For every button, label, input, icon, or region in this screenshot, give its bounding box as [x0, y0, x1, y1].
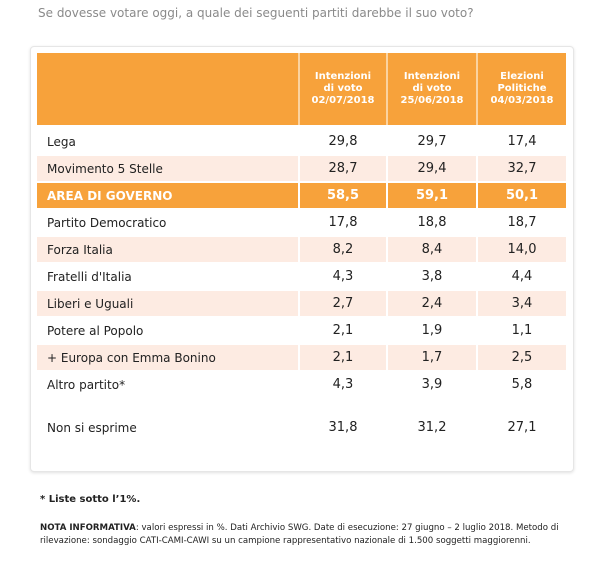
value-cell: 59,1 — [388, 183, 478, 210]
non-si-esprime-row: Non si esprime 31,8 31,2 27,1 — [37, 415, 566, 442]
value-cell: 28,7 — [300, 156, 388, 183]
party-row: Movimento 5 Stelle 28,7 29,4 32,7 — [37, 156, 566, 183]
party-label: Altro partito* — [37, 372, 300, 399]
value-cell: 29,7 — [388, 129, 478, 156]
header-blank-cell — [37, 53, 300, 125]
value-cell: 8,2 — [300, 237, 388, 264]
value-cell: 17,8 — [300, 210, 388, 237]
party-label: Non si esprime — [37, 415, 300, 442]
column-header-line: 04/03/2018 — [490, 95, 554, 106]
value-cell: 2,7 — [300, 291, 388, 318]
gap-cell — [300, 442, 388, 450]
value-cell: 18,8 — [388, 210, 478, 237]
party-label: + Europa con Emma Bonino — [37, 345, 300, 372]
column-header-line: 25/06/2018 — [400, 95, 464, 106]
value-cell: 58,5 — [300, 183, 388, 210]
poll-table: Intenzioni di voto 02/07/2018 Intenzioni di … — [37, 53, 566, 450]
column-header-line: Elezioni — [500, 71, 544, 82]
gap-cell — [37, 442, 300, 450]
party-row: Fratelli d'Italia 4,3 3,8 4,4 — [37, 264, 566, 291]
gap-cell — [388, 399, 478, 415]
gap-cell — [300, 125, 388, 129]
gap-cell — [478, 125, 566, 129]
value-cell: 4,3 — [300, 264, 388, 291]
value-cell: 3,9 — [388, 372, 478, 399]
party-label: Liberi e Uguali — [37, 291, 300, 318]
value-cell: 5,8 — [478, 372, 566, 399]
column-header-1: Intenzioni di voto 02/07/2018 — [300, 53, 388, 125]
highlight-row: AREA DI GOVERNO 58,5 59,1 50,1 — [37, 183, 566, 210]
gap-cell — [300, 399, 388, 415]
nota-label: NOTA INFORMATIVA — [40, 523, 136, 533]
value-cell: 3,8 — [388, 264, 478, 291]
value-cell: 14,0 — [478, 237, 566, 264]
value-cell: 17,4 — [478, 129, 566, 156]
value-cell: 27,1 — [478, 415, 566, 442]
column-header-3: Elezioni Politiche 04/03/2018 — [478, 53, 566, 125]
party-label: Potere al Popolo — [37, 318, 300, 345]
gap-cell — [37, 125, 300, 129]
column-header-line: 02/07/2018 — [311, 95, 375, 106]
poll-table-frame: Intenzioni di voto 02/07/2018 Intenzioni di … — [30, 46, 574, 472]
party-label: AREA DI GOVERNO — [37, 183, 300, 210]
value-cell: 1,7 — [388, 345, 478, 372]
gap-cell — [37, 399, 300, 415]
value-cell: 1,9 — [388, 318, 478, 345]
header-gap-row — [37, 125, 566, 129]
gap-cell — [388, 125, 478, 129]
value-cell: 32,7 — [478, 156, 566, 183]
party-row: Altro partito* 4,3 3,9 5,8 — [37, 372, 566, 399]
column-header-line: di voto — [412, 83, 452, 94]
value-cell: 4,3 — [300, 372, 388, 399]
value-cell: 8,4 — [388, 237, 478, 264]
column-header-line: di voto — [323, 83, 363, 94]
footnote: * Liste sotto l’1%. — [40, 494, 141, 505]
value-cell: 31,8 — [300, 415, 388, 442]
party-row: + Europa con Emma Bonino 2,1 1,7 2,5 — [37, 345, 566, 372]
party-label: Lega — [37, 129, 300, 156]
value-cell: 2,1 — [300, 318, 388, 345]
value-cell: 3,4 — [478, 291, 566, 318]
value-cell: 50,1 — [478, 183, 566, 210]
party-label: Forza Italia — [37, 237, 300, 264]
table-header-row: Intenzioni di voto 02/07/2018 Intenzioni di … — [37, 53, 566, 125]
value-cell: 2,5 — [478, 345, 566, 372]
column-header-line: Intenzioni — [314, 71, 372, 82]
party-row: Lega 29,8 29,7 17,4 — [37, 129, 566, 156]
value-cell: 31,2 — [388, 415, 478, 442]
value-cell: 4,4 — [478, 264, 566, 291]
party-row: Potere al Popolo 2,1 1,9 1,1 — [37, 318, 566, 345]
value-cell: 2,4 — [388, 291, 478, 318]
spacer-row — [37, 399, 566, 415]
party-row: Forza Italia 8,2 8,4 14,0 — [37, 237, 566, 264]
party-row: Partito Democratico 17,8 18,8 18,7 — [37, 210, 566, 237]
nota-informativa: NOTA INFORMATIVA: valori espressi in %. … — [40, 522, 570, 548]
party-row: Liberi e Uguali 2,7 2,4 3,4 — [37, 291, 566, 318]
value-cell: 2,1 — [300, 345, 388, 372]
gap-cell — [478, 442, 566, 450]
value-cell: 29,8 — [300, 129, 388, 156]
value-cell: 1,1 — [478, 318, 566, 345]
column-header-line: Intenzioni — [403, 71, 461, 82]
survey-question: Se dovesse votare oggi, a quale dei segu… — [38, 6, 474, 20]
gap-cell — [388, 442, 478, 450]
bottom-pad-row — [37, 442, 566, 450]
value-cell: 29,4 — [388, 156, 478, 183]
party-label: Partito Democratico — [37, 210, 300, 237]
nota-text: : valori espressi in %. Dati Archivio SW… — [40, 523, 559, 546]
column-header-2: Intenzioni di voto 25/06/2018 — [388, 53, 478, 125]
party-label: Movimento 5 Stelle — [37, 156, 300, 183]
gap-cell — [478, 399, 566, 415]
value-cell: 18,7 — [478, 210, 566, 237]
party-label: Fratelli d'Italia — [37, 264, 300, 291]
column-header-line: Politiche — [497, 83, 547, 94]
